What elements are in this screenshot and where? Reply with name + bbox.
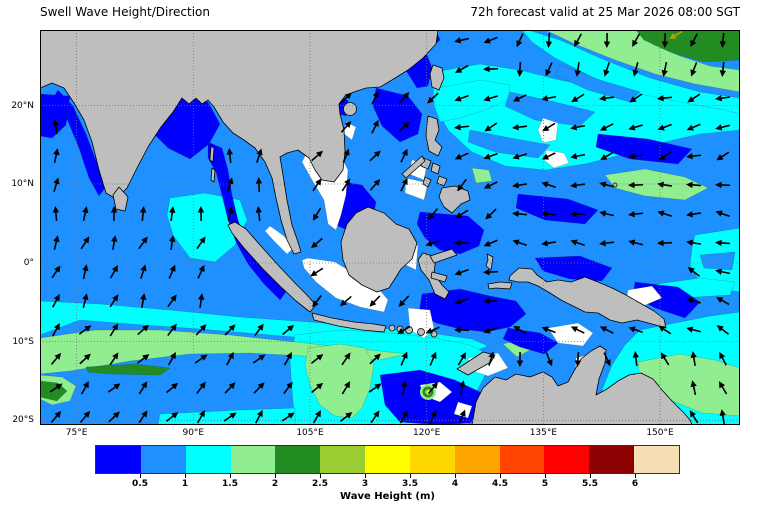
swell-map-svg — [40, 30, 740, 425]
lon-tick-label: 120°E — [413, 428, 441, 438]
colorbar-tick-label: 5.5 — [582, 479, 598, 489]
lat-tick-label: 20°S — [12, 415, 34, 426]
colorbar-segment — [320, 446, 366, 473]
colorbar-segment — [634, 446, 679, 473]
colorbar-tick-mark — [185, 474, 186, 478]
colorbar-segment — [230, 446, 276, 473]
colorbar-tick-mark — [545, 474, 546, 478]
colorbar-tick-label: 1.5 — [222, 479, 238, 489]
colorbar-tick-label: 3 — [361, 479, 369, 489]
colorbar-tick-mark — [410, 474, 411, 478]
yellow-arrow-marker — [669, 30, 683, 39]
colorbar-segment — [275, 446, 321, 473]
colorbar-segment — [140, 446, 186, 473]
colorbar-tick-label: 2.5 — [312, 479, 328, 489]
page-title: Swell Wave Height/Direction — [40, 5, 210, 19]
lon-tick-label: 90°E — [182, 428, 205, 438]
colorbar-tick-mark — [140, 474, 141, 478]
colorbar-title: Wave Height (m) — [340, 491, 435, 502]
colorbar-segment — [544, 446, 590, 473]
colorbar-tick-mark — [590, 474, 591, 478]
colorbar-tick-label: 6 — [631, 479, 639, 489]
lat-tick-label: 10°S — [12, 336, 34, 347]
colorbar-segment — [365, 446, 410, 473]
colorbar-tick-mark — [275, 474, 276, 478]
colorbar-segment — [454, 446, 500, 473]
lon-tick-label: 75°E — [65, 428, 88, 438]
land-masses — [40, 30, 693, 425]
lat-tick-label: 0° — [23, 258, 34, 268]
colorbar-segment — [589, 446, 635, 473]
map-canvas — [40, 30, 740, 425]
colorbar-segment — [185, 446, 231, 473]
wave-direction-arrows — [49, 30, 731, 425]
colorbar-tick-label: 0.5 — [132, 479, 148, 489]
colorbar-tick-label: 4.5 — [492, 479, 508, 489]
colorbar-tick-label: 3.5 — [402, 479, 418, 489]
colorbar-tick-mark — [365, 474, 366, 478]
colorbar-tick-mark — [500, 474, 501, 478]
colorbar-tick-mark — [230, 474, 231, 478]
colorbar-tick-label: 2 — [271, 479, 279, 489]
colorbar-tick-mark — [320, 474, 321, 478]
colorbar-tick-label: 4 — [451, 479, 459, 489]
colorbar-segment — [409, 446, 455, 473]
lon-tick-label: 105°E — [296, 428, 324, 438]
lon-tick-label: 150°E — [646, 428, 674, 438]
colorbar-tick-mark — [455, 474, 456, 478]
colorbar-tick-mark — [635, 474, 636, 478]
forecast-valid-text: 72h forecast valid at 25 Mar 2026 08:00 … — [470, 5, 740, 19]
lon-tick-label: 135°E — [529, 428, 558, 438]
colorbar-tick-label: 1 — [181, 479, 189, 489]
lat-tick-label: 20°N — [11, 100, 34, 111]
lat-tick-label: 10°N — [11, 179, 34, 189]
colorbar-segment — [499, 446, 545, 473]
colorbar-tick-label: 5 — [541, 479, 549, 489]
wave-height-colorbar — [95, 445, 680, 474]
colorbar-segment — [96, 446, 141, 473]
